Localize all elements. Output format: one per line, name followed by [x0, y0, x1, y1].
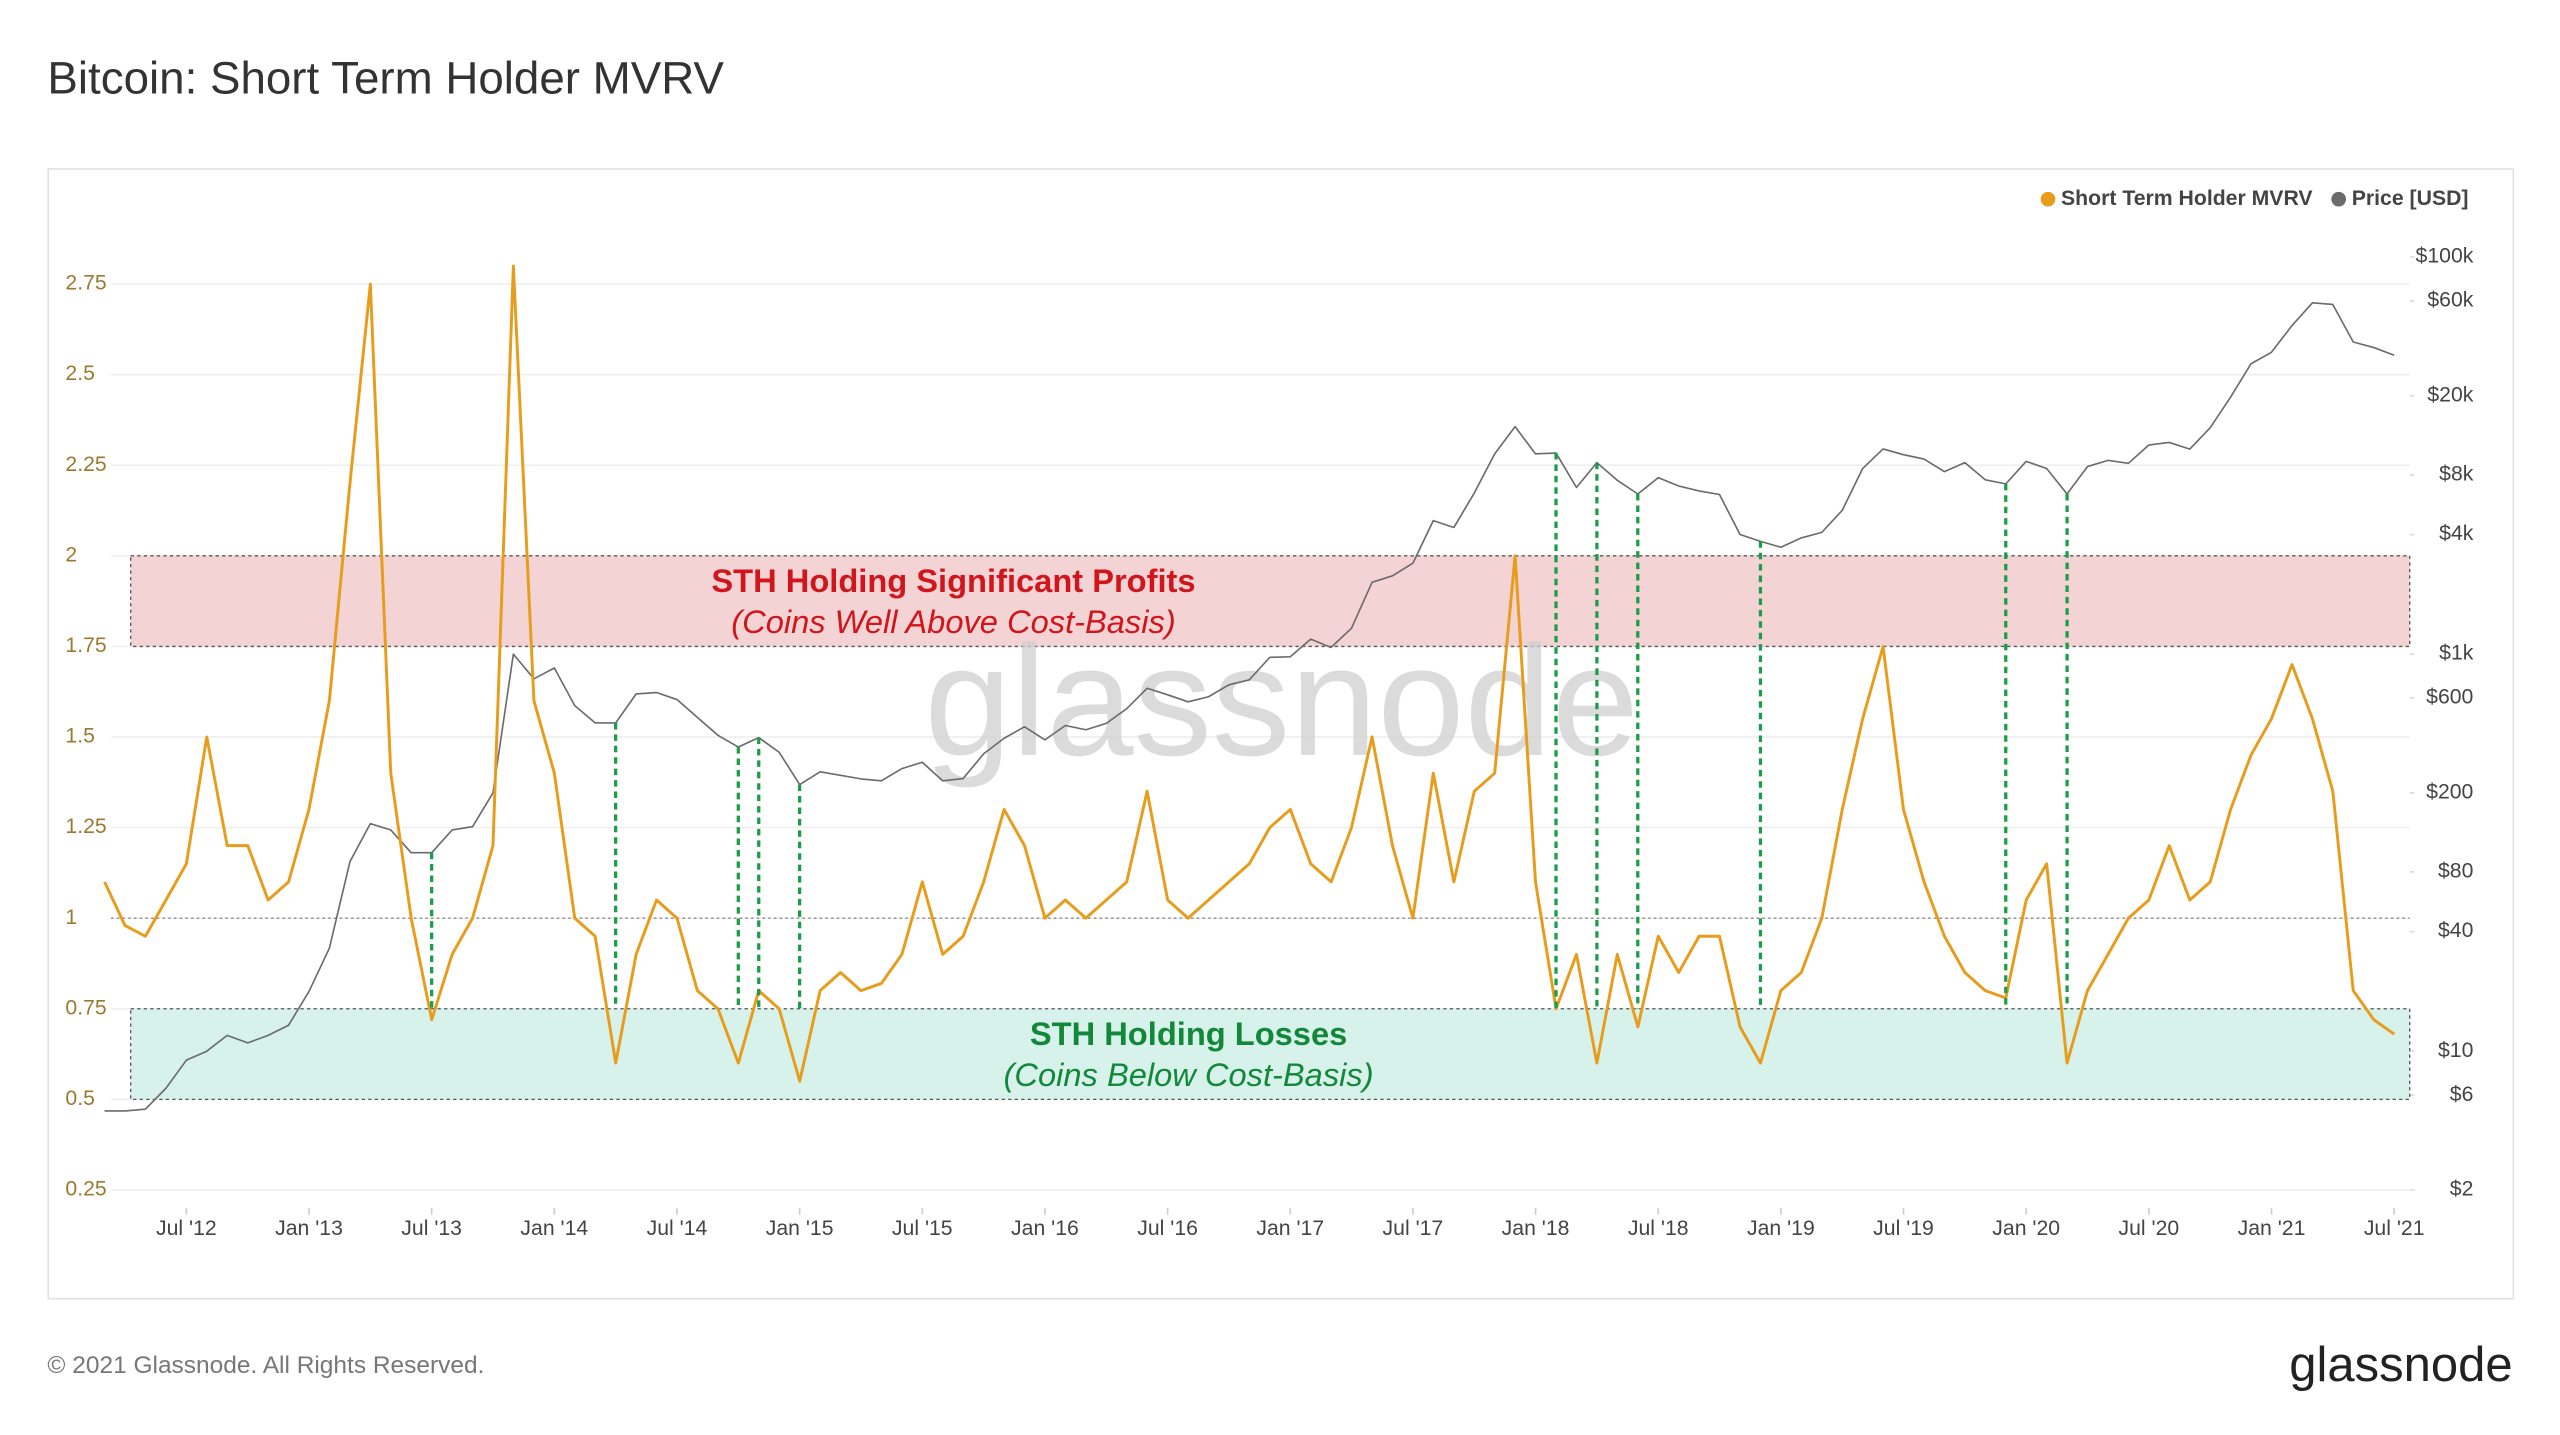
band-subtitle: (Coins Below Cost-Basis)	[1004, 1056, 1374, 1093]
chart-panel	[47, 168, 2515, 1300]
price-line	[104, 302, 2395, 1112]
chart-title: Bitcoin: Short Term Holder MVRV	[47, 53, 724, 104]
x-tick-label: Jul '16	[1137, 1217, 1198, 1240]
x-tick-label: Jul '19	[1873, 1217, 1934, 1240]
y-tick-label: 0.75	[65, 996, 106, 1019]
y-tick-label: 2	[65, 543, 77, 566]
y-tick-label: 2.75	[65, 272, 106, 295]
y2-tick-label: $1k	[2439, 642, 2474, 665]
y-tick-label: 0.25	[65, 1178, 106, 1201]
band	[130, 1008, 2411, 1101]
band-title: STH Holding Significant Profits	[711, 562, 1195, 599]
x-tick-label: Jan '15	[766, 1217, 834, 1240]
y-tick-label: 2.25	[65, 453, 106, 476]
legend-swatch	[2040, 191, 2056, 207]
x-tick-label: Jul '13	[401, 1217, 462, 1240]
x-tick-label: Jan '19	[1747, 1217, 1815, 1240]
y-tick-label: 1.5	[65, 725, 94, 748]
x-tick-label: Jul '21	[2364, 1217, 2425, 1240]
y2-tick-label: $20k	[2427, 383, 2473, 406]
x-tick-label: Jul '20	[2119, 1217, 2180, 1240]
y-tick-label: 1.75	[65, 634, 106, 657]
y-tick-label: 2.5	[65, 362, 94, 385]
y2-tick-label: $10	[2438, 1039, 2473, 1062]
y2-tick-label: $200	[2426, 780, 2473, 803]
footer: © 2021 Glassnode. All Rights Reserved.	[47, 1352, 484, 1379]
legend-label: Short Term Holder MVRV	[2061, 187, 2313, 210]
y-tick-label: 1.25	[65, 815, 106, 838]
band	[130, 555, 2411, 648]
band-title: STH Holding Losses	[1030, 1015, 1347, 1052]
y2-tick-label: $600	[2426, 686, 2473, 709]
brand-logo: glassnode	[2289, 1338, 2512, 1392]
y2-tick-label: $4k	[2439, 522, 2474, 545]
x-tick-label: Jan '16	[1011, 1217, 1079, 1240]
y-tick-label: 1	[65, 906, 77, 929]
legend-label: Price [USD]	[2352, 187, 2469, 210]
x-tick-label: Jul '17	[1383, 1217, 1444, 1240]
x-tick-label: Jul '15	[892, 1217, 953, 1240]
y2-tick-label: $2	[2450, 1178, 2474, 1201]
y2-tick-label: $80	[2438, 859, 2473, 882]
x-tick-label: Jan '18	[1502, 1217, 1570, 1240]
x-tick-label: Jan '13	[275, 1217, 343, 1240]
y2-tick-label: $40	[2438, 919, 2473, 942]
x-tick-label: Jan '21	[2238, 1217, 2306, 1240]
x-tick-label: Jul '14	[647, 1217, 708, 1240]
y2-tick-label: $100k	[2416, 245, 2474, 268]
y2-tick-label: $8k	[2439, 462, 2474, 485]
mvrv-line	[103, 264, 2396, 1083]
x-tick-label: Jan '14	[520, 1217, 588, 1240]
x-tick-label: Jan '20	[1992, 1217, 2060, 1240]
y2-tick-label: $6	[2450, 1083, 2474, 1106]
y2-tick-label: $60k	[2427, 289, 2473, 312]
band-subtitle: (Coins Well Above Cost-Basis)	[731, 603, 1175, 640]
watermark: glassnode	[924, 614, 1639, 789]
y-tick-label: 0.5	[65, 1087, 94, 1110]
x-tick-label: Jan '17	[1256, 1217, 1324, 1240]
x-tick-label: Jul '12	[156, 1217, 217, 1240]
legend-swatch	[2331, 191, 2347, 207]
x-tick-label: Jul '18	[1628, 1217, 1689, 1240]
